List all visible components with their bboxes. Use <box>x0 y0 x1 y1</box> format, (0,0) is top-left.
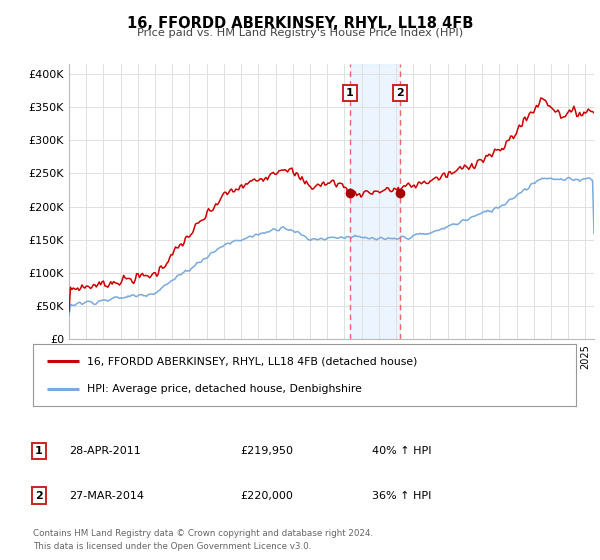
Bar <box>350 64 400 339</box>
Text: Price paid vs. HM Land Registry's House Price Index (HPI): Price paid vs. HM Land Registry's House … <box>137 28 463 38</box>
Text: 40% ↑ HPI: 40% ↑ HPI <box>372 446 431 456</box>
Text: 27-MAR-2014: 27-MAR-2014 <box>69 491 144 501</box>
Text: 1: 1 <box>346 88 354 98</box>
Text: 2: 2 <box>35 491 43 501</box>
Text: Contains HM Land Registry data © Crown copyright and database right 2024.: Contains HM Land Registry data © Crown c… <box>33 529 373 538</box>
Text: 28-APR-2011: 28-APR-2011 <box>69 446 141 456</box>
Text: £219,950: £219,950 <box>240 446 293 456</box>
Text: This data is licensed under the Open Government Licence v3.0.: This data is licensed under the Open Gov… <box>33 542 311 551</box>
Text: 1: 1 <box>35 446 43 456</box>
Text: £220,000: £220,000 <box>240 491 293 501</box>
Text: 16, FFORDD ABERKINSEY, RHYL, LL18 4FB (detached house): 16, FFORDD ABERKINSEY, RHYL, LL18 4FB (d… <box>88 356 418 366</box>
Text: HPI: Average price, detached house, Denbighshire: HPI: Average price, detached house, Denb… <box>88 384 362 394</box>
Text: 2: 2 <box>397 88 404 98</box>
Text: 16, FFORDD ABERKINSEY, RHYL, LL18 4FB: 16, FFORDD ABERKINSEY, RHYL, LL18 4FB <box>127 16 473 31</box>
Text: 36% ↑ HPI: 36% ↑ HPI <box>372 491 431 501</box>
